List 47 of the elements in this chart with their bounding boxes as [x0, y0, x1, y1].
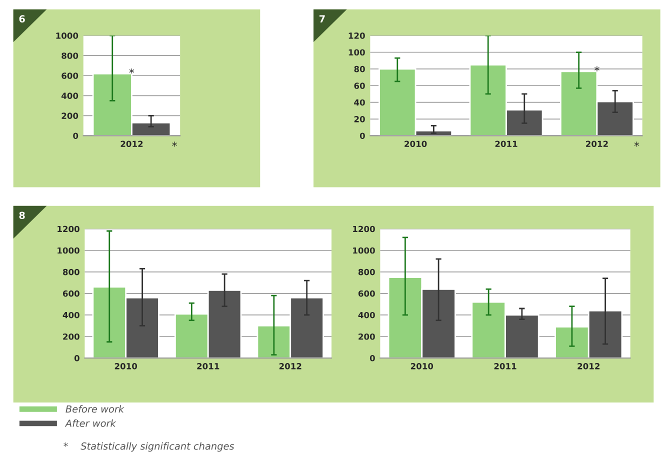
y-tick-label: 100: [348, 49, 365, 56]
y-tick-label: 120: [348, 32, 365, 39]
y-tick-label: 800: [358, 268, 375, 276]
text: * Statistically significant changes: [64, 442, 234, 452]
y-tick-label: 1000: [56, 32, 78, 39]
chart-title: 8: [19, 212, 25, 220]
y-tick-label: 1200: [58, 226, 80, 232]
y-tick-label: 400: [61, 92, 78, 99]
x-tick-label: 2010: [410, 363, 434, 370]
x-tick-label: 2010: [114, 363, 138, 370]
x-tick-label: 2011: [494, 363, 516, 370]
x-tick-label: 2011: [197, 363, 220, 370]
y-tick-label: 0: [73, 132, 78, 140]
y-tick-label: 600: [358, 290, 375, 297]
y-tick-label: 60: [354, 82, 365, 89]
y-tick-label: 1000: [353, 247, 375, 254]
y-tick-label: 200: [63, 333, 80, 340]
x-tick-label: 2012: [578, 363, 600, 370]
y-tick-label: 200: [62, 112, 78, 119]
legend-label: Before work: [66, 405, 124, 413]
y-tick-label: 0: [370, 355, 375, 362]
y-tick-label: 1200: [353, 226, 375, 232]
x-tick-label: 2012: [279, 363, 302, 370]
y-tick-label: 400: [358, 312, 375, 318]
y-tick-label: 20: [354, 116, 365, 122]
y-tick-label: 0: [360, 132, 365, 140]
y-tick-label: 40: [354, 99, 365, 106]
y-tick-label: 800: [62, 268, 80, 276]
x-tick-label: 2011: [495, 140, 518, 148]
text: *: [172, 142, 177, 147]
annotation: *: [594, 66, 600, 72]
x-tick-label: 2012: [120, 140, 143, 148]
y-tick-label: 0: [74, 355, 80, 362]
legend-label: After work: [64, 419, 116, 427]
x-tick-label: 2012: [586, 140, 608, 148]
chart-title: 7: [319, 15, 325, 22]
y-tick-label: 600: [62, 290, 80, 297]
x-tick-label: 2010: [404, 140, 427, 148]
annotation: *: [129, 68, 134, 74]
y-tick-label: 1000: [58, 247, 80, 254]
y-tick-label: 200: [358, 333, 375, 340]
chart-title: 6: [19, 15, 25, 22]
y-tick-label: 400: [62, 312, 80, 318]
y-tick-label: 600: [62, 72, 78, 79]
y-tick-label: 80: [354, 66, 365, 72]
text: *: [634, 142, 640, 147]
y-tick-label: 800: [62, 52, 78, 59]
